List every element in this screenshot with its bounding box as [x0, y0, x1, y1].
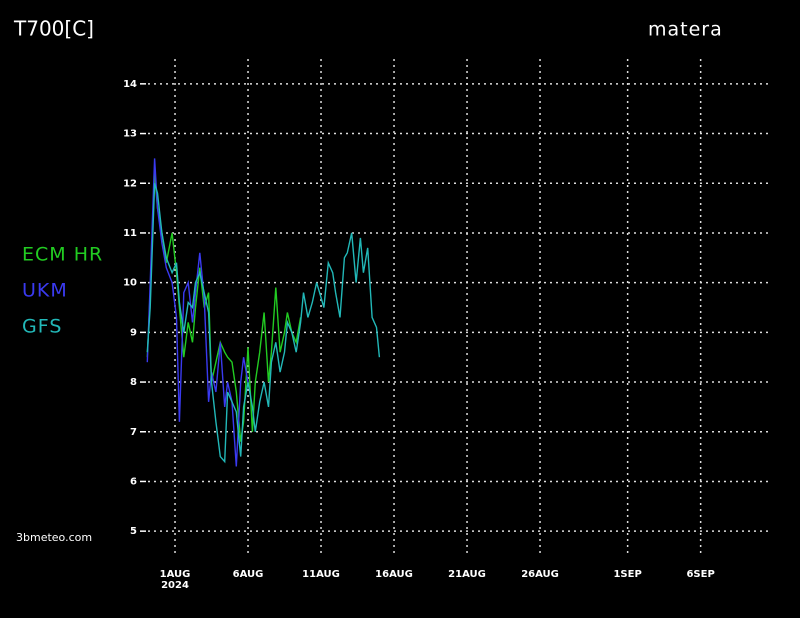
x-tick-label: 1AUG [160, 569, 191, 580]
series-line [146, 183, 381, 464]
y-tick-label: 11 [123, 228, 137, 239]
series-line [146, 158, 249, 467]
chart-title: T700[C] [13, 17, 94, 41]
y-tick-label: 7 [130, 427, 137, 438]
x-tick-label: 1SEP [613, 569, 641, 580]
y-tick-label: 13 [123, 129, 137, 140]
y-tick-label: 10 [123, 278, 137, 289]
x-tick-label: 16AUG [375, 569, 413, 580]
x-tick-sublabel: 2024 [161, 580, 189, 591]
x-tick-label: 11AUG [302, 569, 340, 580]
x-tick-label: 21AUG [448, 569, 486, 580]
y-tick-label: 8 [130, 377, 137, 388]
legend-label: GFS [22, 316, 62, 338]
y-tick-label: 12 [123, 178, 137, 189]
legend-label: UKM [22, 280, 68, 302]
series-line [146, 173, 302, 442]
x-tick-label: 6AUG [233, 569, 264, 580]
y-tick-label: 6 [130, 476, 137, 487]
legend-label: ECM HR [22, 244, 103, 266]
x-tick-label: 26AUG [521, 569, 559, 580]
x-tick-label: 6SEP [686, 569, 714, 580]
source-label: 3bmeteo.com [16, 531, 92, 544]
location-label: matera [648, 19, 723, 41]
y-tick-label: 14 [123, 79, 137, 90]
y-tick-label: 5 [130, 526, 137, 537]
y-tick-label: 9 [130, 327, 137, 338]
